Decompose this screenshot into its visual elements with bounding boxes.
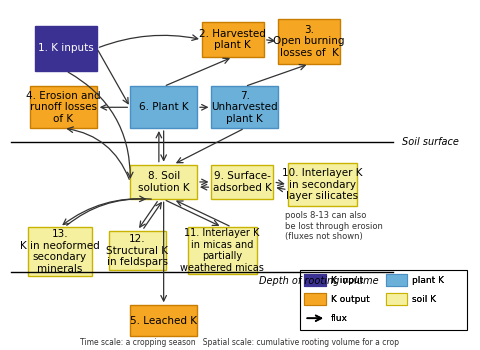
Text: K input: K input	[331, 275, 363, 285]
FancyBboxPatch shape	[304, 293, 326, 305]
Text: flux: flux	[331, 314, 348, 323]
Text: K input: K input	[331, 275, 363, 285]
FancyBboxPatch shape	[288, 163, 357, 206]
FancyBboxPatch shape	[109, 231, 166, 271]
FancyBboxPatch shape	[385, 293, 407, 305]
FancyBboxPatch shape	[188, 227, 257, 274]
FancyBboxPatch shape	[211, 164, 274, 199]
FancyBboxPatch shape	[130, 164, 197, 199]
FancyBboxPatch shape	[130, 86, 197, 128]
Text: plant K: plant K	[412, 275, 444, 285]
Text: 2. Harvested
plant K: 2. Harvested plant K	[199, 29, 266, 50]
Text: 1. K inputs: 1. K inputs	[38, 43, 94, 53]
Text: 9. Surface-
adsorbed K: 9. Surface- adsorbed K	[213, 171, 272, 193]
Text: K output: K output	[331, 295, 370, 304]
Text: 13.
K in neoformed
secondary
minerals: 13. K in neoformed secondary minerals	[20, 229, 100, 274]
FancyBboxPatch shape	[278, 19, 340, 64]
FancyBboxPatch shape	[385, 274, 407, 286]
FancyBboxPatch shape	[304, 274, 326, 286]
FancyBboxPatch shape	[130, 305, 197, 336]
Text: Time scale: a cropping season   Spatial scale: cumulative rooting volume for a c: Time scale: a cropping season Spatial sc…	[81, 338, 399, 347]
Text: 6. Plant K: 6. Plant K	[139, 102, 189, 112]
FancyBboxPatch shape	[385, 274, 407, 286]
Text: 12.
Structural K
in feldspars: 12. Structural K in feldspars	[107, 234, 168, 267]
Text: 11. Interlayer K
in micas and
partially
weathered micas: 11. Interlayer K in micas and partially …	[180, 228, 264, 273]
FancyBboxPatch shape	[385, 293, 407, 305]
FancyBboxPatch shape	[30, 86, 97, 128]
Text: 8. Soil
solution K: 8. Soil solution K	[138, 171, 190, 193]
Text: 4. Erosion and
runoff losses
of K: 4. Erosion and runoff losses of K	[26, 91, 101, 124]
Text: pools 8-13 can also
be lost through erosion
(fluxes not shown): pools 8-13 can also be lost through eros…	[285, 211, 383, 241]
Text: soil K: soil K	[412, 295, 436, 304]
Text: soil K: soil K	[412, 295, 436, 304]
Text: 3.
Open burning
losses of  K: 3. Open burning losses of K	[274, 25, 345, 58]
Text: flux: flux	[331, 314, 348, 323]
Text: Soil surface: Soil surface	[402, 137, 459, 147]
Text: 10. Interlayer K
in secondary
layer silicates: 10. Interlayer K in secondary layer sili…	[282, 168, 362, 201]
Text: K output: K output	[331, 295, 370, 304]
FancyBboxPatch shape	[304, 274, 326, 286]
FancyBboxPatch shape	[202, 22, 264, 57]
FancyBboxPatch shape	[28, 227, 92, 276]
Text: Depth of rooting volume: Depth of rooting volume	[259, 276, 379, 286]
Text: plant K: plant K	[412, 275, 444, 285]
FancyBboxPatch shape	[304, 293, 326, 305]
FancyBboxPatch shape	[300, 271, 467, 329]
Text: 5. Leached K: 5. Leached K	[130, 316, 197, 326]
FancyBboxPatch shape	[211, 86, 278, 128]
FancyBboxPatch shape	[35, 26, 97, 71]
Text: 7.
Unharvested
plant K: 7. Unharvested plant K	[212, 91, 278, 124]
